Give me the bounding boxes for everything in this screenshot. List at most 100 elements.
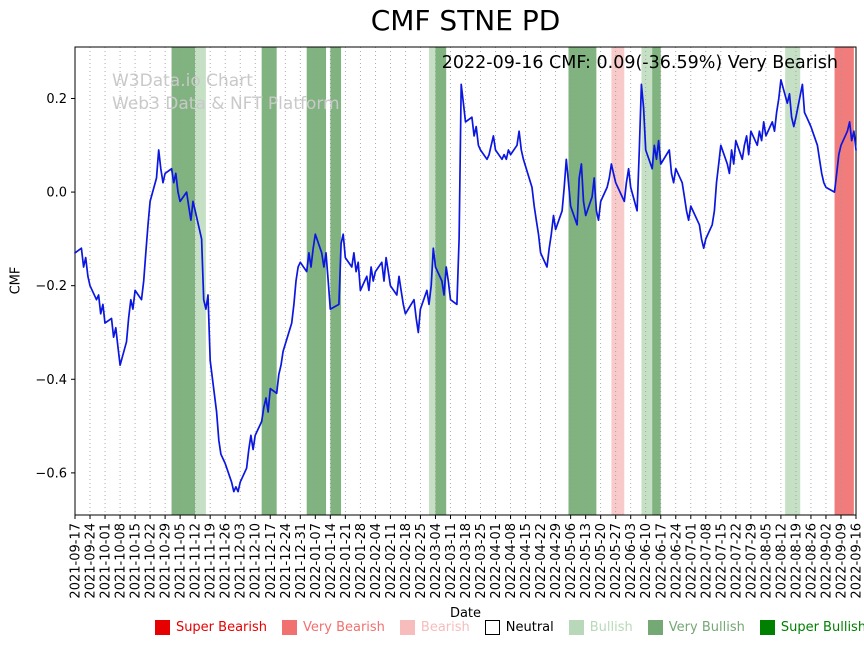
- x-tick-label: 2021-12-24: [279, 523, 294, 599]
- x-tick-label: 2022-04-01: [489, 523, 504, 599]
- y-tick-label: 0.2: [46, 92, 67, 107]
- x-tick-label: 2022-06-17: [654, 523, 669, 599]
- legend-label: Very Bullish: [668, 620, 745, 635]
- latest-value-annotation: 2022-09-16 CMF: 0.09(-36.59%) Very Beari…: [441, 53, 838, 73]
- plot-border: [74, 46, 857, 516]
- x-tick-label: 2022-04-22: [534, 523, 549, 599]
- x-tick-label: 2022-05-20: [594, 523, 609, 599]
- signal-band-very_bullish: [568, 47, 597, 515]
- x-tick-label: 2021-11-05: [174, 523, 189, 599]
- x-tick-label: 2022-08-26: [804, 523, 819, 599]
- legend-label: Neutral: [505, 620, 554, 635]
- x-tick-label: 2021-12-03: [234, 523, 249, 599]
- signal-band-very_bullish: [306, 47, 327, 515]
- x-tick-label: 2021-12-17: [264, 523, 279, 599]
- x-tick-label: 2022-07-22: [729, 523, 744, 599]
- x-tick-label: 2022-03-25: [474, 523, 489, 599]
- legend-swatch-icon: [154, 620, 170, 635]
- cmf-series-line: [74, 78, 857, 493]
- legend-label: Bearish: [420, 620, 470, 635]
- legend-item-super-bearish: Super Bearish: [154, 620, 268, 635]
- x-axis-label: Date: [449, 606, 482, 621]
- x-tick-label: 2022-07-08: [699, 523, 714, 599]
- x-tick-label: 2022-08-05: [759, 523, 774, 599]
- legend-swatch-icon: [484, 620, 500, 635]
- y-tick-label: −0.6: [35, 466, 67, 481]
- x-tick-label: 2022-01-14: [324, 523, 339, 599]
- x-tick-label: 2021-12-10: [249, 523, 264, 599]
- x-tick-label: 2021-10-01: [99, 523, 114, 599]
- legend-item-bullish: Bullish: [568, 620, 633, 635]
- x-tick-label: 2022-04-08: [504, 523, 519, 599]
- legend-label: Very Bearish: [303, 620, 385, 635]
- x-tick-label: 2022-02-25: [414, 523, 429, 599]
- x-tick-label: 2022-01-07: [309, 523, 324, 599]
- legend-label: Super Bullish: [780, 620, 864, 635]
- signal-legend: Super Bearish Very Bearish Bearish Neutral B…: [154, 620, 864, 635]
- legend-swatch-icon: [399, 620, 415, 635]
- x-tick-label: 2022-04-15: [519, 523, 534, 599]
- x-tick-label: 2022-02-11: [384, 523, 399, 599]
- page-title: CMF STNE PD: [370, 4, 561, 37]
- x-tick-label: 2021-11-26: [219, 523, 234, 599]
- x-tick-label: 2022-03-04: [429, 523, 444, 599]
- legend-swatch-icon: [568, 620, 584, 635]
- legend-label: Super Bearish: [175, 620, 268, 635]
- signal-band-bearish: [611, 47, 625, 515]
- legend-item-neutral: Neutral: [484, 620, 554, 635]
- x-tick-label: 2021-09-24: [84, 523, 99, 599]
- signal-band-bullish: [641, 47, 653, 515]
- x-tick-label: 2021-09-17: [69, 523, 84, 599]
- watermark: W3Data.io Chart Web3 Data & NFT Platform: [112, 70, 340, 116]
- legend-item-very-bearish: Very Bearish: [282, 620, 385, 635]
- x-tick-label: 2022-05-06: [564, 523, 579, 599]
- x-tick-label: 2022-09-02: [819, 523, 834, 599]
- x-tick-label: 2021-12-31: [294, 523, 309, 599]
- x-tick-label: 2022-05-27: [609, 523, 624, 599]
- legend-swatch-icon: [759, 620, 775, 635]
- signal-band-very_bullish: [171, 47, 196, 515]
- signal-band-very_bullish: [261, 47, 277, 515]
- signal-band-bullish: [785, 47, 801, 515]
- x-tick-label: 2022-09-16: [850, 523, 864, 599]
- x-tick-label: 2021-10-29: [159, 523, 174, 599]
- legend-item-very-bullish: Very Bullish: [647, 620, 745, 635]
- y-tick-label: 0.0: [46, 186, 67, 201]
- x-tick-label: 2022-03-18: [459, 523, 474, 599]
- x-tick-label: 2022-09-09: [834, 523, 849, 599]
- legend-item-bearish: Bearish: [399, 620, 470, 635]
- watermark-line1: W3Data.io Chart: [112, 71, 253, 91]
- x-tick-label: 2022-03-11: [444, 523, 459, 599]
- x-tick-label: 2021-10-22: [144, 523, 159, 599]
- y-tick-label: −0.2: [35, 279, 67, 294]
- x-tick-label: 2022-06-03: [624, 523, 639, 599]
- x-tick-label: 2021-10-08: [114, 523, 129, 599]
- x-tick-label: 2022-07-01: [684, 523, 699, 599]
- legend-item-super-bullish: Super Bullish: [759, 620, 864, 635]
- x-tick-label: 2021-11-19: [204, 523, 219, 599]
- x-tick-label: 2021-10-15: [129, 523, 144, 599]
- x-tick-label: 2021-11-12: [189, 523, 204, 599]
- x-tick-label: 2022-06-24: [669, 523, 684, 599]
- x-tick-label: 2022-02-18: [399, 523, 414, 599]
- x-tick-label: 2022-01-21: [339, 523, 354, 599]
- legend-swatch-icon: [282, 620, 298, 635]
- signal-band-very_bearish: [834, 47, 854, 515]
- x-tick-label: 2022-07-15: [714, 523, 729, 599]
- x-tick-label: 2022-06-10: [639, 523, 654, 599]
- signal-band-very_bullish: [652, 47, 661, 515]
- x-tick-label: 2022-01-28: [354, 523, 369, 599]
- x-tick-label: 2022-08-12: [774, 523, 789, 599]
- legend-label: Bullish: [589, 620, 633, 635]
- x-tick-label: 2022-04-29: [549, 523, 564, 599]
- y-axis-label: CMF: [8, 266, 24, 295]
- x-tick-label: 2022-08-19: [789, 523, 804, 599]
- x-tick-label: 2022-07-29: [744, 523, 759, 599]
- signal-band-bullish: [195, 47, 206, 515]
- x-tick-label: 2022-02-04: [369, 523, 384, 599]
- x-tick-label: 2022-05-13: [579, 523, 594, 599]
- signal-band-very_bullish: [435, 47, 447, 515]
- legend-swatch-icon: [647, 620, 663, 635]
